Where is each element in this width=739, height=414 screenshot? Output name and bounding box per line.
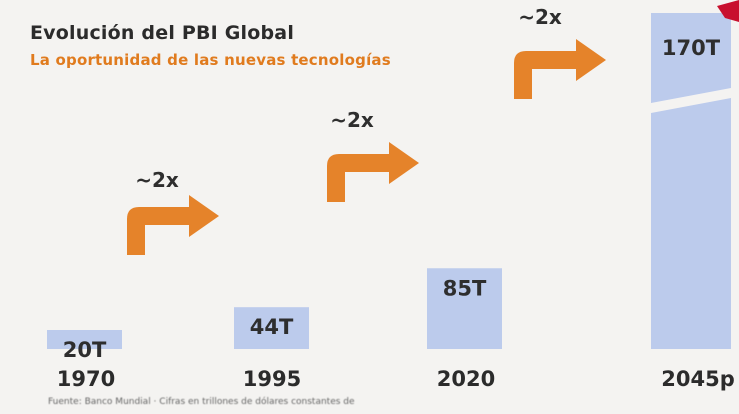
bar: [47, 330, 122, 349]
arrow-shape: [127, 195, 219, 255]
x-tick-label: 2020: [437, 367, 495, 391]
right-turn-arrow-icon: [327, 142, 419, 202]
bar-value-label: 20T: [63, 338, 107, 362]
bar-value-label: 85T: [443, 276, 487, 300]
growth-label: ~2x: [518, 5, 562, 29]
growth-label: ~2x: [135, 168, 179, 192]
page-subtitle: La oportunidad de las nuevas tecnologías: [30, 51, 391, 69]
corner-marker-icon: [717, 0, 739, 22]
growth-label: ~2x: [330, 108, 374, 132]
bar-value-label: 170T: [662, 36, 721, 60]
arrow-shape: [327, 142, 419, 202]
bar-break-segment: [651, 98, 731, 349]
x-tick-label: 1970: [57, 367, 115, 391]
x-tick-label: 1995: [243, 367, 301, 391]
arrow-shape: [514, 39, 606, 99]
right-turn-arrow-icon: [127, 195, 219, 255]
bar-value-label: 44T: [250, 315, 294, 339]
right-turn-arrow-icon: [514, 39, 606, 99]
bar: [427, 268, 502, 349]
bar: [651, 13, 731, 103]
source-note: Fuente: Banco Mundial · Cifras en trillo…: [48, 397, 355, 407]
page-title: Evolución del PBI Global: [30, 22, 295, 44]
bar: [234, 307, 309, 349]
x-tick-label: 2045p: [661, 367, 734, 391]
